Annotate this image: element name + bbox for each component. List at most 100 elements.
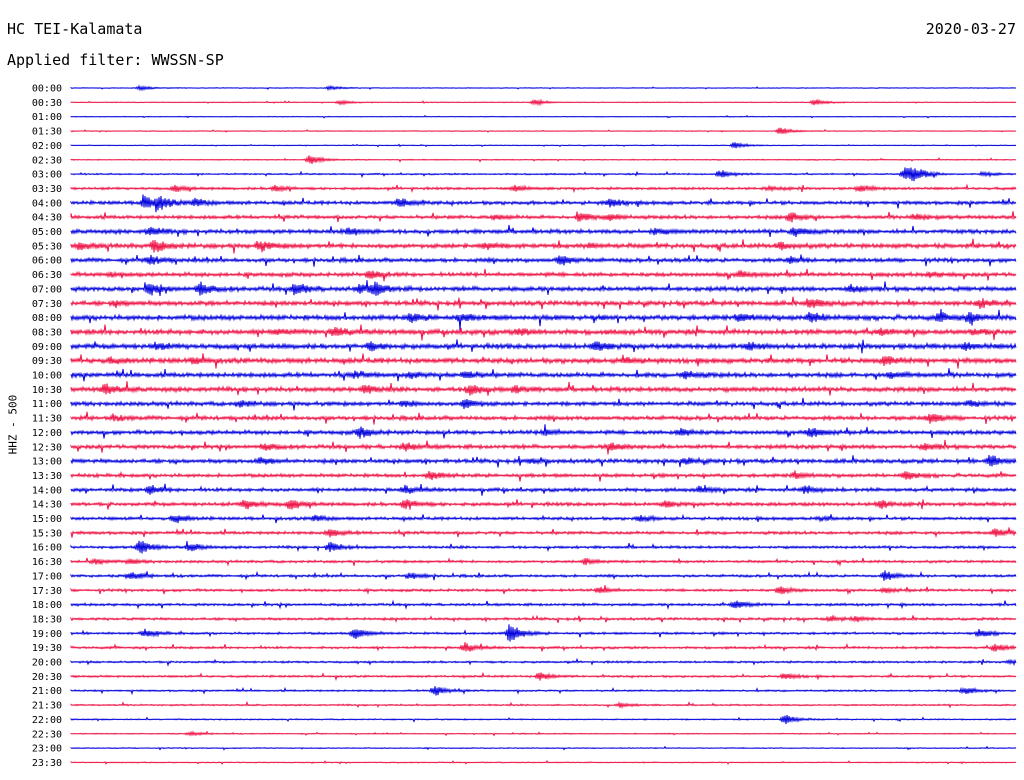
seismic-trace xyxy=(70,296,1017,311)
row-time-label: 12:00 xyxy=(32,428,62,439)
row-time-label: 20:30 xyxy=(32,672,62,683)
seismic-trace xyxy=(70,455,1017,468)
row-time-label: 13:00 xyxy=(32,457,62,468)
seismic-trace xyxy=(70,194,1017,213)
row-time-label: 02:30 xyxy=(32,155,62,166)
seismic-trace xyxy=(70,424,1017,439)
seismic-trace xyxy=(70,657,1017,667)
row-time-label: 09:30 xyxy=(32,356,62,367)
row-time-label: 16:00 xyxy=(32,543,62,554)
row-time-label: 04:00 xyxy=(32,198,62,209)
row-time-label: 11:00 xyxy=(32,399,62,410)
filter-label: Applied filter: WWSSN-SP xyxy=(7,51,224,69)
row-time-label: 17:30 xyxy=(32,586,62,597)
row-time-label: 05:30 xyxy=(32,241,62,252)
row-time-label: 08:00 xyxy=(32,313,62,324)
row-time-label: 08:30 xyxy=(32,327,62,338)
row-time-label: 02:00 xyxy=(32,141,62,152)
seismic-trace xyxy=(70,238,1017,254)
row-time-label: 19:00 xyxy=(32,629,62,640)
seismic-trace xyxy=(70,211,1017,223)
seismic-trace xyxy=(70,381,1017,396)
row-time-label: 04:30 xyxy=(32,213,62,224)
row-time-label: 00:30 xyxy=(32,98,62,109)
seismic-trace xyxy=(70,499,1017,510)
seismic-trace xyxy=(70,183,1017,194)
seismic-trace xyxy=(70,254,1017,267)
seismic-trace xyxy=(70,557,1017,567)
seismic-trace xyxy=(70,142,1017,149)
row-time-label: 21:00 xyxy=(32,686,62,697)
row-time-label: 14:30 xyxy=(32,500,62,511)
row-time-label: 07:30 xyxy=(32,299,62,310)
seismic-trace xyxy=(70,167,1017,182)
seismic-trace xyxy=(70,513,1017,524)
row-time-label: 05:00 xyxy=(32,227,62,238)
row-time-label: 21:30 xyxy=(32,701,62,712)
row-time-label: 14:00 xyxy=(32,485,62,496)
recording-date: 2020-03-27 xyxy=(925,20,1016,38)
seismic-trace xyxy=(70,730,1017,737)
row-time-label: 23:00 xyxy=(32,744,62,755)
seismic-trace xyxy=(70,339,1017,354)
row-time-label: 13:30 xyxy=(32,471,62,482)
seismic-trace xyxy=(70,614,1017,624)
seismic-trace xyxy=(70,353,1017,369)
seismic-trace xyxy=(70,570,1017,581)
seismic-trace xyxy=(70,686,1017,696)
row-time-label: 20:00 xyxy=(32,658,62,669)
seismic-trace xyxy=(70,155,1017,164)
seismic-trace xyxy=(70,127,1017,135)
seismic-trace xyxy=(70,280,1017,297)
seismic-trace xyxy=(70,760,1017,765)
seismic-trace xyxy=(70,268,1017,282)
row-time-label: 18:30 xyxy=(32,614,62,625)
seismic-trace xyxy=(70,224,1017,238)
row-time-label: 22:30 xyxy=(32,729,62,740)
row-time-label: 06:00 xyxy=(32,256,62,267)
row-time-label: 15:00 xyxy=(32,514,62,525)
seismic-trace xyxy=(70,397,1017,411)
seismic-trace xyxy=(70,114,1017,119)
seismic-trace xyxy=(70,700,1017,710)
row-time-label: 10:30 xyxy=(32,385,62,396)
row-time-label: 11:30 xyxy=(32,414,62,425)
seismic-trace xyxy=(70,324,1017,341)
seismic-trace xyxy=(70,84,1017,92)
seismic-trace xyxy=(70,439,1017,455)
seismic-trace xyxy=(70,745,1017,751)
seismic-trace xyxy=(70,540,1017,554)
station-title: HC TEI-Kalamata xyxy=(7,20,143,38)
row-time-label: 12:30 xyxy=(32,442,62,453)
row-time-label: 03:30 xyxy=(32,184,62,195)
seismic-trace xyxy=(70,309,1017,331)
seismic-trace xyxy=(70,624,1017,642)
seismic-trace xyxy=(70,642,1017,652)
row-time-label: 17:00 xyxy=(32,571,62,582)
seismic-trace xyxy=(70,411,1017,425)
row-time-label: 10:00 xyxy=(32,371,62,382)
seismic-trace xyxy=(70,368,1017,382)
row-time-label: 01:30 xyxy=(32,127,62,138)
row-time-label: 18:00 xyxy=(32,600,62,611)
seismic-trace xyxy=(70,98,1017,107)
seismic-trace xyxy=(70,585,1017,596)
seismic-trace xyxy=(70,483,1017,496)
row-time-label: 03:00 xyxy=(32,170,62,181)
row-time-label: 06:30 xyxy=(32,270,62,281)
seismic-trace xyxy=(70,470,1017,482)
row-time-label: 16:30 xyxy=(32,557,62,568)
row-time-label: 22:00 xyxy=(32,715,62,726)
row-time-label: 15:30 xyxy=(32,528,62,539)
row-time-label: 09:00 xyxy=(32,342,62,353)
seismic-trace xyxy=(70,714,1017,725)
row-time-label: 07:00 xyxy=(32,284,62,295)
row-time-label: 19:30 xyxy=(32,643,62,654)
seismic-trace xyxy=(70,671,1017,682)
row-time-label: 00:00 xyxy=(32,84,62,95)
row-time-label: 01:00 xyxy=(32,112,62,123)
seismic-trace xyxy=(70,527,1017,539)
row-time-label: 23:30 xyxy=(32,758,62,769)
seismic-trace xyxy=(70,599,1017,610)
